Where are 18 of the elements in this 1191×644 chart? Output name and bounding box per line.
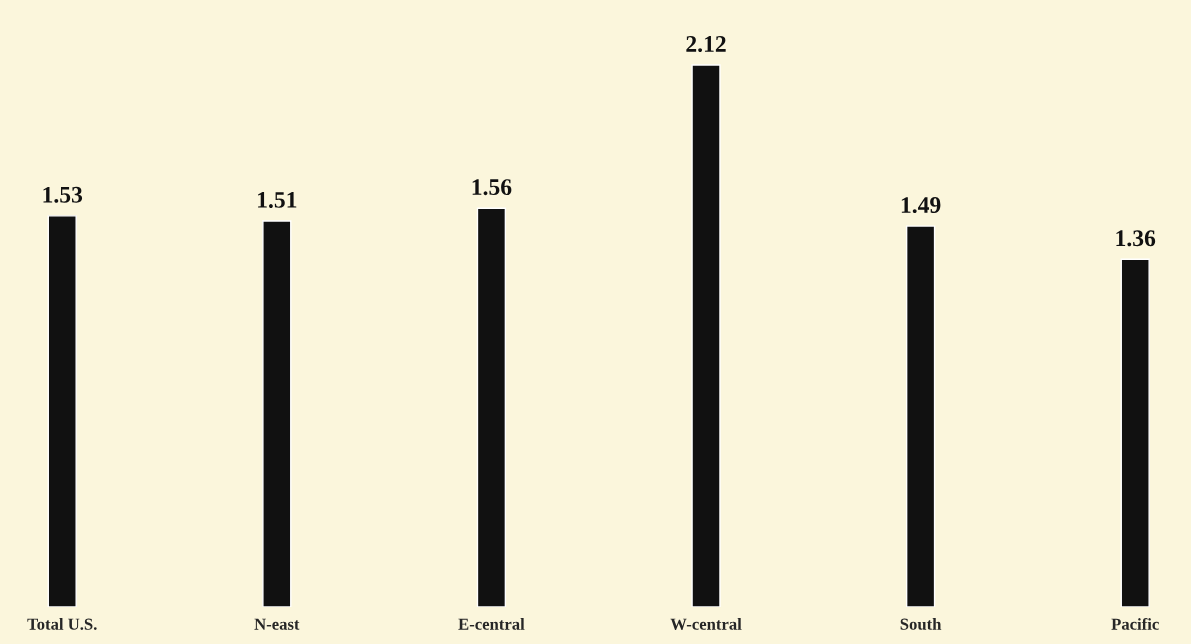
bar xyxy=(691,64,721,607)
data-label: 2.12 xyxy=(686,36,726,53)
data-label: 1.53 xyxy=(43,186,83,203)
data-label: 1.49 xyxy=(901,197,941,214)
x-tick-label: Total U.S. xyxy=(27,618,97,630)
x-tick-label: N-east xyxy=(254,618,300,630)
bar xyxy=(262,220,292,607)
bar xyxy=(47,215,77,607)
x-tick-label: W-central xyxy=(670,618,742,630)
data-label: 1.51 xyxy=(258,192,297,208)
x-tick-label: South xyxy=(900,618,942,630)
x-tick-label: Pacific xyxy=(1111,617,1159,630)
bar xyxy=(476,207,507,607)
data-label: 1.36 xyxy=(1116,230,1156,247)
bar xyxy=(905,225,936,607)
bar xyxy=(1120,258,1150,607)
x-tick-label: E-central xyxy=(458,618,525,630)
data-label: 1.56 xyxy=(472,179,512,196)
